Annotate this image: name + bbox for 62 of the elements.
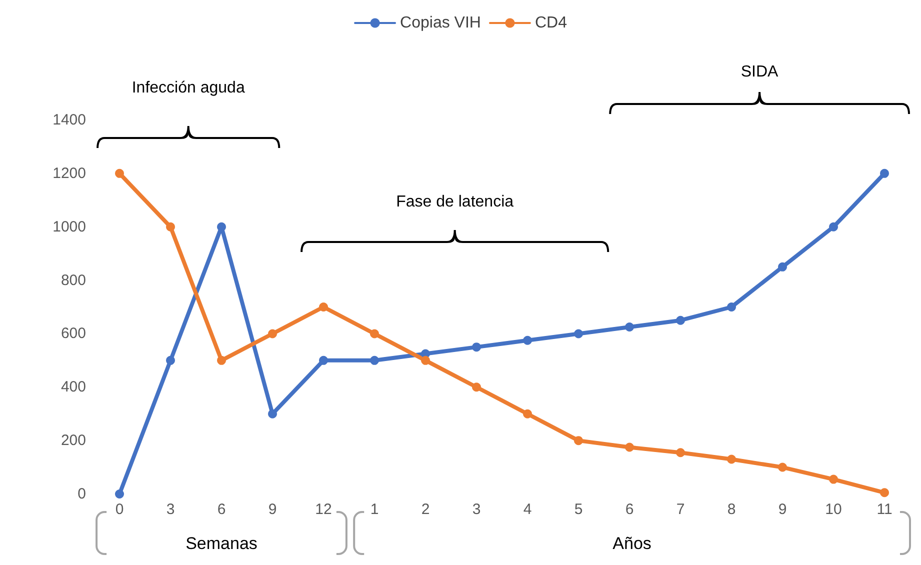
point xyxy=(370,356,379,365)
x-tick-label: 8 xyxy=(727,501,736,518)
point xyxy=(625,442,634,452)
point xyxy=(574,329,583,338)
y-tick-label: 1000 xyxy=(52,218,86,236)
x-tick-label: 6 xyxy=(217,501,226,518)
point xyxy=(217,356,226,365)
text: Infección aguda xyxy=(132,80,245,96)
x-tick-label: 1 xyxy=(370,501,379,518)
x-tick-label: 6 xyxy=(625,501,634,518)
x-tick-label: 9 xyxy=(268,501,277,518)
point xyxy=(523,336,532,345)
point xyxy=(166,356,175,365)
x-tick-label: 3 xyxy=(166,501,175,518)
x-tick-label: 10 xyxy=(825,501,842,518)
point xyxy=(472,382,481,392)
x-tick-label: 9 xyxy=(778,501,787,518)
y-tick-label: 1200 xyxy=(52,164,86,182)
point xyxy=(268,409,277,418)
y-tick-label: 400 xyxy=(60,378,86,396)
point xyxy=(217,222,226,232)
y-tick-label: 1400 xyxy=(52,112,86,128)
point xyxy=(574,436,583,446)
y-tick-label: 600 xyxy=(60,325,86,342)
y-tick-label: 0 xyxy=(78,486,86,502)
x-tick-label: 4 xyxy=(523,501,532,518)
legend-label: CD4 xyxy=(534,14,568,32)
y-tick-label: 200 xyxy=(60,432,86,450)
point xyxy=(625,322,634,332)
point xyxy=(880,168,889,178)
x-tick-label: 2 xyxy=(421,501,430,518)
text: SIDA xyxy=(740,64,779,80)
legend-label: Copias VIH xyxy=(400,14,481,32)
point xyxy=(727,454,736,464)
x-tick-label: 11 xyxy=(876,501,892,518)
point xyxy=(115,168,124,178)
point xyxy=(829,222,838,232)
point xyxy=(319,356,328,365)
point xyxy=(880,488,889,498)
point xyxy=(370,329,379,338)
point xyxy=(421,356,430,365)
point xyxy=(319,302,328,312)
x-tick-label: 12 xyxy=(315,501,332,518)
point xyxy=(727,302,736,312)
point xyxy=(676,316,685,325)
point xyxy=(778,262,787,272)
point xyxy=(472,342,481,352)
x-tick-label: 0 xyxy=(115,501,124,518)
annotation: Fase de latencia xyxy=(396,194,514,210)
text: Años xyxy=(612,534,652,553)
point xyxy=(676,448,685,458)
point xyxy=(115,490,124,498)
x-tick-label: 3 xyxy=(472,501,481,518)
x-tick-label: 5 xyxy=(574,501,583,518)
y-tick-label: 800 xyxy=(60,272,86,289)
point xyxy=(523,409,532,418)
point xyxy=(166,222,175,232)
x-tick-label: 7 xyxy=(676,501,685,518)
point xyxy=(829,474,838,484)
text: Semanas xyxy=(186,534,258,553)
point xyxy=(268,329,277,338)
point xyxy=(778,462,787,472)
